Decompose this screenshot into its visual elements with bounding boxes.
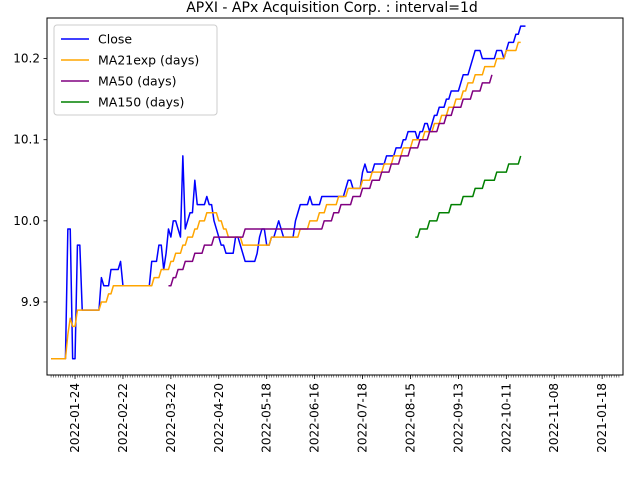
legend-label: MA150 (days) bbox=[98, 95, 184, 110]
y-tick-label: 10.0 bbox=[13, 214, 40, 228]
legend-label: MA50 (days) bbox=[98, 74, 176, 89]
x-tick-label: 2022-09-13 bbox=[451, 383, 465, 453]
axes-frame bbox=[46, 17, 624, 376]
x-tick-label: 2022-06-16 bbox=[308, 383, 322, 453]
x-tick-label: 2022-07-18 bbox=[356, 383, 370, 453]
y-tick-label: 10.2 bbox=[13, 52, 40, 66]
legend-frame bbox=[53, 24, 218, 116]
x-tick-label: 2021-01-18 bbox=[595, 383, 609, 453]
x-tick-label: 2022-02-22 bbox=[116, 383, 130, 453]
x-tick-label: 2022-03-22 bbox=[164, 383, 178, 453]
x-tick-label: 2022-05-18 bbox=[260, 383, 274, 453]
legend-label: MA21exp (days) bbox=[98, 53, 199, 68]
series-line-1 bbox=[51, 41, 521, 360]
series-layer bbox=[51, 25, 526, 360]
y-axis: 9.9 10.0 10.1 10.2 bbox=[13, 52, 47, 309]
x-tick-label: 2022-11-08 bbox=[547, 383, 561, 453]
y-tick-label: 9.9 bbox=[21, 295, 40, 309]
legend: Close MA21exp (days) MA50 (days) MA150 (day… bbox=[53, 24, 218, 116]
x-tick-label: 2022-10-11 bbox=[499, 383, 513, 453]
chart-title: APXI - APx Acquisition Corp. : interval=… bbox=[186, 0, 478, 16]
x-tick-label: 2022-04-20 bbox=[212, 383, 226, 453]
series-line-2 bbox=[168, 74, 493, 287]
x-tick-label: 2022-01-24 bbox=[68, 383, 82, 453]
series-line-3 bbox=[415, 155, 522, 238]
y-tick-label: 10.1 bbox=[13, 133, 40, 147]
x-tick-label: 2022-08-15 bbox=[403, 383, 417, 453]
legend-label: Close bbox=[98, 32, 132, 47]
x-axis: 2022-01-24 2022-02-22 2022-03-22 2022-04-20… bbox=[50, 375, 620, 453]
